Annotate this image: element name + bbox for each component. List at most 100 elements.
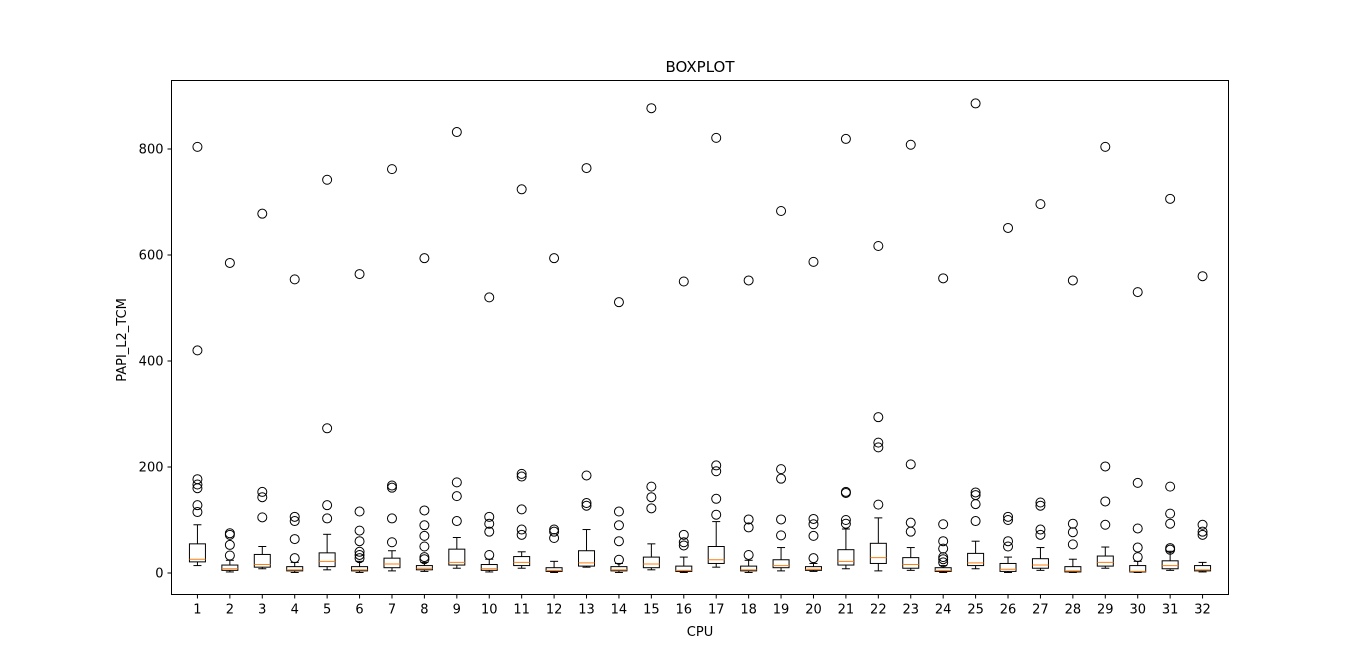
box-22 [869, 240, 887, 572]
outlier-point [516, 524, 527, 535]
y-tick-label-0: 0 [155, 567, 163, 582]
outlier-point [549, 524, 560, 535]
box-iqr [869, 542, 887, 564]
box-17 [707, 132, 725, 568]
outlier-point [743, 514, 754, 525]
outlier-point [257, 492, 268, 503]
box-4 [286, 274, 304, 573]
outlier-point [419, 253, 430, 264]
box-iqr [967, 552, 985, 567]
box-24 [934, 273, 952, 573]
outlier-point [711, 509, 722, 520]
x-tick-label-9: 9 [453, 603, 461, 618]
outlier-point [873, 412, 884, 423]
outlier-point [808, 553, 819, 564]
x-tick-label-1: 1 [193, 603, 201, 618]
y-tick-label-200: 200 [139, 461, 164, 476]
outlier-point [516, 184, 527, 195]
outlier-point [938, 536, 949, 547]
box-11 [513, 184, 531, 569]
outlier-point [938, 519, 949, 530]
outlier-point [776, 206, 787, 217]
outlier-point [224, 528, 235, 539]
outlier-point [1003, 222, 1014, 233]
outlier-point [419, 552, 430, 563]
outlier-point [905, 517, 916, 528]
x-tick-label-32: 32 [1194, 603, 1211, 618]
outlier-point [192, 507, 203, 518]
outlier-point [257, 512, 268, 523]
x-tick-label-31: 31 [1162, 603, 1179, 618]
box-iqr [1031, 558, 1049, 569]
x-tick-label-29: 29 [1097, 603, 1114, 618]
x-tick-label-11: 11 [513, 603, 530, 618]
outlier-point [1165, 481, 1176, 492]
box-7 [383, 164, 401, 572]
box-5 [318, 174, 336, 571]
plot-area [188, 98, 1212, 573]
x-tick-label-13: 13 [578, 603, 595, 618]
outlier-point [1132, 477, 1143, 488]
box-3 [253, 208, 271, 570]
box-6 [351, 269, 369, 573]
box-30 [1129, 287, 1147, 573]
outlier-point [646, 103, 657, 114]
x-tick-label-3: 3 [258, 603, 266, 618]
outlier-point [776, 473, 787, 484]
outlier-point [516, 471, 527, 482]
outlier-point [1100, 519, 1111, 530]
outlier-point [808, 256, 819, 267]
box-iqr [545, 567, 563, 572]
outlier-point [354, 269, 365, 280]
x-tick-label-7: 7 [388, 603, 396, 618]
outlier-point [192, 474, 203, 485]
x-tick-label-12: 12 [546, 603, 563, 618]
outlier-point [386, 537, 397, 548]
outlier-point [354, 553, 365, 564]
x-tick-label-5: 5 [323, 603, 331, 618]
outlier-point [419, 505, 430, 516]
outlier-point [808, 519, 819, 530]
outlier-point [484, 518, 495, 529]
outlier-point [711, 460, 722, 471]
outlier-point [678, 537, 689, 548]
x-tick-label-22: 22 [870, 603, 887, 618]
outlier-point [516, 529, 527, 540]
outlier-point [419, 520, 430, 531]
x-tick-label-10: 10 [481, 603, 498, 618]
outlier-point [549, 253, 560, 264]
box-iqr [740, 565, 758, 572]
x-tick-label-18: 18 [740, 603, 757, 618]
x-axis-label: CPU [687, 625, 713, 640]
box-iqr [383, 557, 401, 569]
outlier-point [938, 552, 949, 563]
outlier-point [289, 516, 300, 527]
outlier-point [613, 297, 624, 308]
outlier-point [322, 423, 333, 434]
outlier-point [873, 442, 884, 453]
outlier-point [1197, 529, 1208, 540]
box-12 [545, 253, 563, 573]
outlier-point [1165, 518, 1176, 529]
outlier-point [224, 257, 235, 268]
outlier-point [711, 466, 722, 477]
outlier-point [257, 486, 268, 497]
box-iqr [1194, 565, 1212, 572]
outlier-point [905, 459, 916, 470]
outlier-point [938, 543, 949, 554]
box-iqr [318, 552, 336, 568]
box-iqr [578, 550, 596, 567]
outlier-point [451, 127, 462, 138]
box-25 [967, 98, 985, 570]
outlier-point [743, 522, 754, 533]
box-iqr [1161, 560, 1179, 570]
x-tick-label-8: 8 [420, 603, 428, 618]
outlier-point [678, 276, 689, 287]
x-axis: 1 2 3 4 5 6 7 8 9 10 11 12 13 14 15 16 17 18 19 20 21 22 23 24 2… [193, 594, 1211, 618]
y-tick-label-400: 400 [139, 355, 164, 370]
outlier-point [743, 549, 754, 560]
outlier-point [1035, 524, 1046, 535]
outlier-point [192, 500, 203, 511]
box-iqr [448, 548, 466, 566]
